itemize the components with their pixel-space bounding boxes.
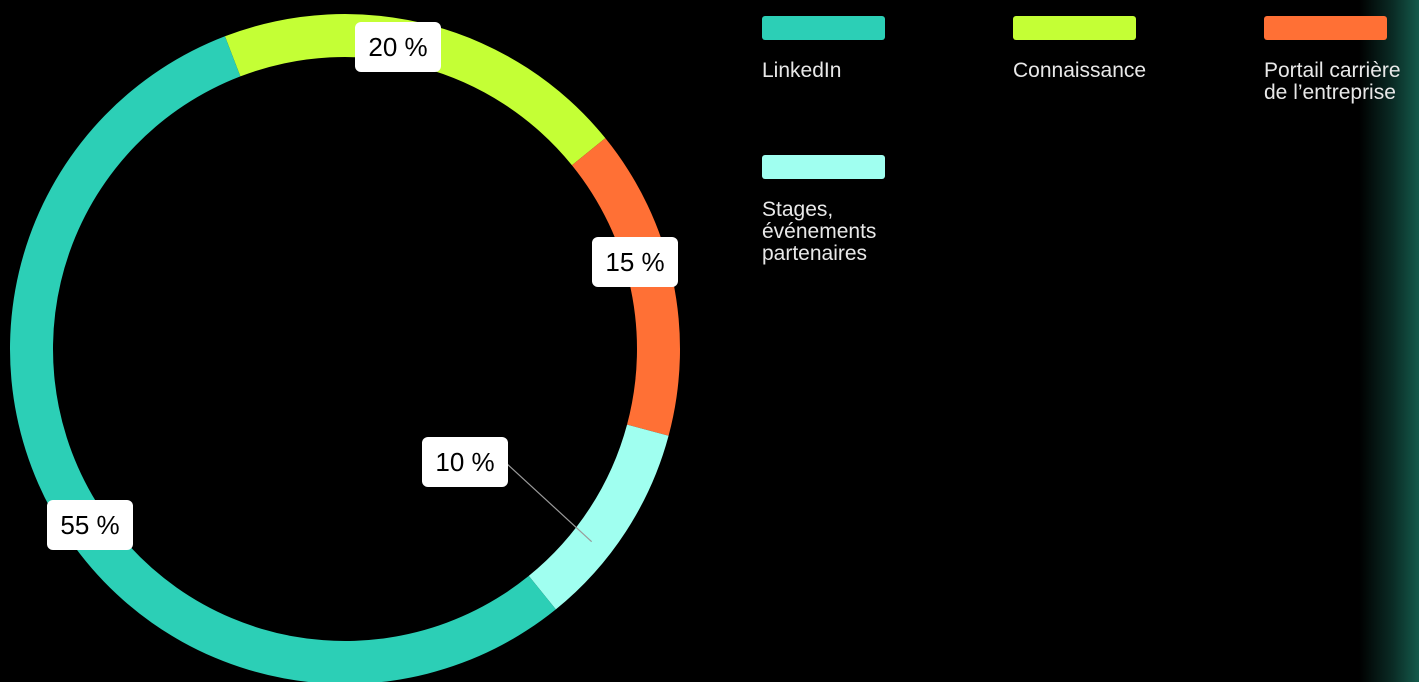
slice-stages bbox=[528, 424, 669, 610]
data-label-text: 55 % bbox=[60, 510, 119, 540]
legend-label: Stages, événements partenaires bbox=[762, 198, 877, 265]
donut-chart: 55 % 20 % 15 % 10 % bbox=[10, 14, 680, 682]
legend-swatch bbox=[762, 16, 885, 40]
leader-line bbox=[504, 461, 593, 543]
legend-item-portail: Portail carrière de l’entreprise bbox=[1264, 16, 1414, 104]
data-label: 10 % bbox=[422, 437, 508, 487]
legend-swatch bbox=[762, 155, 885, 179]
legend-item-connaissance: Connaissance bbox=[1013, 16, 1163, 82]
data-label-box bbox=[592, 237, 678, 287]
legend-label: LinkedIn bbox=[762, 59, 842, 82]
data-label: 20 % bbox=[355, 22, 441, 72]
slice-linkedin bbox=[10, 36, 556, 682]
slice-portail bbox=[571, 138, 680, 436]
legend-label: Connaissance bbox=[1013, 59, 1147, 82]
data-label: 15 % bbox=[592, 237, 678, 287]
data-label-text: 10 % bbox=[435, 447, 494, 477]
legend-item-stages: Stages, événements partenaires bbox=[762, 155, 912, 265]
legend-label: Portail carrière de l’entreprise bbox=[1264, 59, 1401, 104]
data-label-text: 20 % bbox=[368, 32, 427, 62]
legend-item-linkedin: LinkedIn bbox=[762, 16, 912, 82]
data-label: 55 % bbox=[47, 500, 133, 550]
legend-swatch bbox=[1013, 16, 1136, 40]
edge-gradient bbox=[1359, 0, 1419, 682]
legend-swatch bbox=[1264, 16, 1387, 40]
data-label-box bbox=[355, 22, 441, 72]
slice-connaissance bbox=[224, 14, 606, 166]
data-label-box bbox=[422, 437, 508, 487]
data-label-text: 15 % bbox=[605, 247, 664, 277]
data-label-box bbox=[47, 500, 133, 550]
